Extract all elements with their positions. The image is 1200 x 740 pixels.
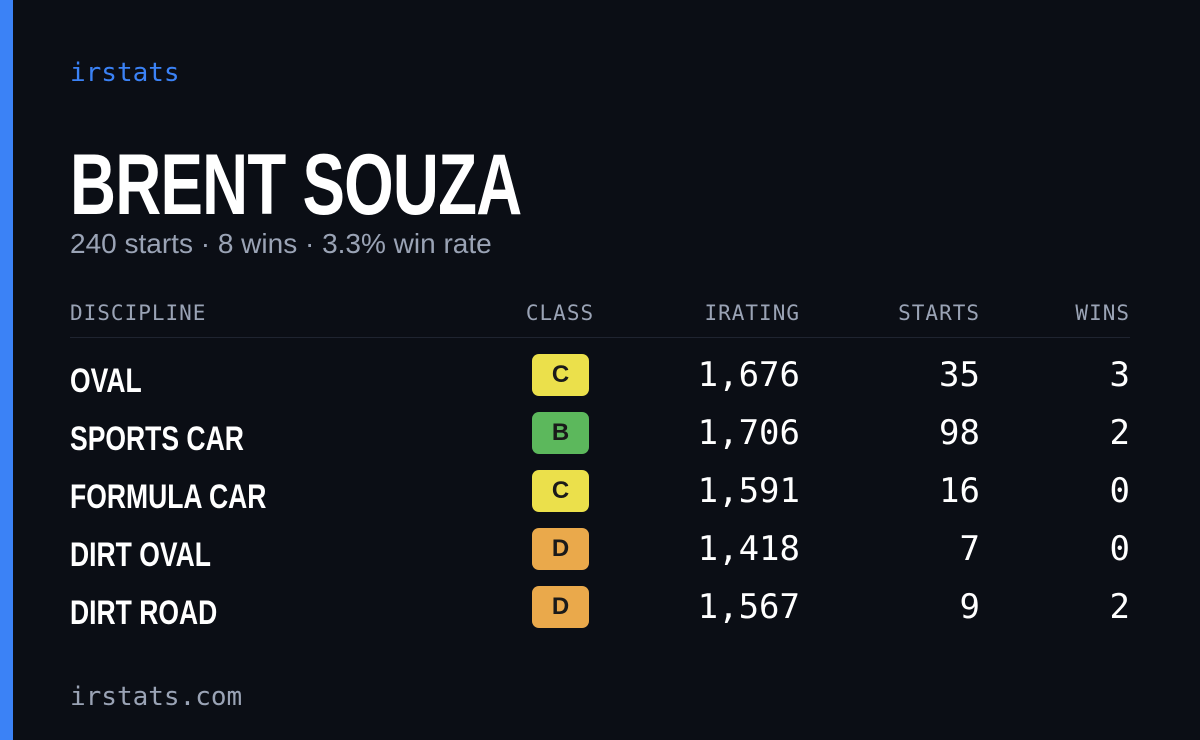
wins: 3 bbox=[1109, 355, 1130, 395]
class-badge: C bbox=[532, 354, 589, 396]
irating: 1,591 bbox=[697, 471, 800, 511]
wins: 2 bbox=[1109, 587, 1130, 627]
irating: 1,567 bbox=[697, 587, 800, 627]
starts: 35 bbox=[939, 355, 980, 395]
class-badge: B bbox=[532, 412, 589, 454]
footer: irstats.com bbox=[70, 682, 243, 712]
irating: 1,676 bbox=[697, 355, 800, 395]
driver-name: BRENT SOUZA bbox=[70, 137, 522, 233]
class-badge: D bbox=[532, 528, 589, 570]
starts: 16 bbox=[939, 471, 980, 511]
starts: 9 bbox=[959, 587, 980, 627]
discipline: DIRT OVAL bbox=[70, 536, 211, 574]
discipline: OVAL bbox=[70, 362, 142, 400]
brand: irstats bbox=[70, 58, 180, 88]
driver-summary: 240 starts · 8 wins · 3.3% win rate bbox=[70, 228, 492, 259]
irating: 1,706 bbox=[697, 413, 800, 453]
wins: 2 bbox=[1109, 413, 1130, 453]
accent-bar bbox=[0, 0, 13, 740]
class-badge: D bbox=[532, 586, 589, 628]
column-header: WINS bbox=[1075, 301, 1130, 325]
column-header: DISCIPLINE bbox=[70, 301, 207, 325]
class-badge: C bbox=[532, 470, 589, 512]
discipline: SPORTS CAR bbox=[70, 420, 244, 458]
column-header: CLASS bbox=[525, 301, 595, 325]
wins: 0 bbox=[1109, 529, 1130, 569]
wins: 0 bbox=[1109, 471, 1130, 511]
discipline: FORMULA CAR bbox=[70, 478, 267, 516]
starts: 98 bbox=[939, 413, 980, 453]
irating: 1,418 bbox=[697, 529, 800, 569]
header-rule bbox=[70, 337, 1130, 338]
discipline: DIRT ROAD bbox=[70, 594, 218, 632]
starts: 7 bbox=[959, 529, 980, 569]
column-header: IRATING bbox=[704, 301, 800, 325]
column-header: STARTS bbox=[898, 301, 980, 325]
